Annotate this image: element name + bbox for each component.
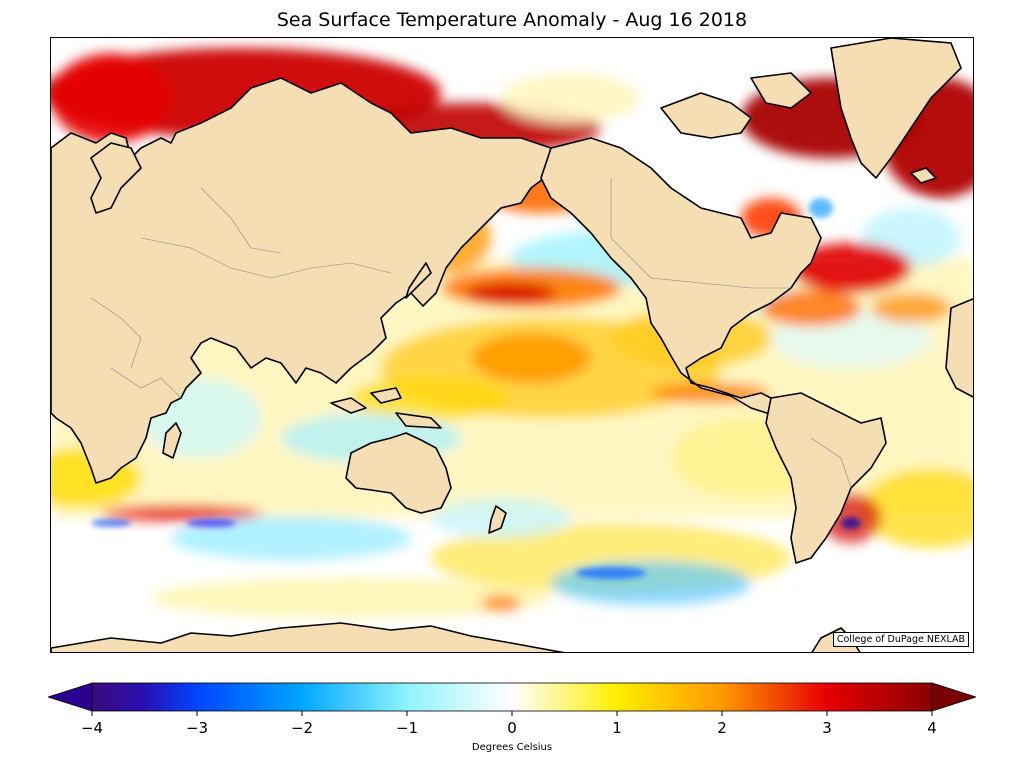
colorbar-gradient bbox=[91, 682, 933, 712]
antarctica-land bbox=[51, 622, 565, 652]
map-canvas bbox=[51, 38, 973, 652]
colorbar-tick-label: −1 bbox=[395, 719, 419, 737]
colorbar-ticks bbox=[91, 711, 933, 716]
iceland-land bbox=[910, 167, 937, 184]
colorbar-tick-label: 3 bbox=[822, 719, 832, 737]
scandinavia-land bbox=[90, 142, 142, 214]
indonesia-land bbox=[330, 387, 442, 429]
japan-land bbox=[405, 262, 432, 299]
colorbar-tick-label: 4 bbox=[927, 719, 937, 737]
colorbar-label: Degrees Celsius bbox=[471, 742, 553, 753]
colorbar bbox=[48, 682, 976, 716]
colorbar-tick-label: 2 bbox=[717, 719, 727, 737]
new-zealand-land bbox=[488, 505, 507, 534]
colorbar-tick-label: −2 bbox=[290, 719, 314, 737]
colorbar-tick-label: −3 bbox=[185, 719, 209, 737]
country-borders bbox=[90, 178, 852, 489]
south-america-land bbox=[765, 392, 887, 564]
colorbar-tick-label: −4 bbox=[80, 719, 104, 737]
map-title: Sea Surface Temperature Anomaly - Aug 16… bbox=[276, 9, 748, 31]
colorbar-tick-label: 1 bbox=[612, 719, 622, 737]
greenland-land bbox=[830, 38, 962, 179]
australia-land bbox=[345, 432, 452, 514]
colorbar-tick-label: 0 bbox=[507, 719, 517, 737]
madagascar-land bbox=[162, 422, 182, 459]
colorbar-extend-high bbox=[931, 682, 976, 712]
anomaly-map: College of DuPage NEXLAB bbox=[50, 37, 974, 653]
west-edge-land bbox=[945, 297, 973, 398]
colorbar-extend-low bbox=[48, 682, 93, 712]
arctic-islands-land bbox=[660, 72, 812, 139]
credit-label: College of DuPage NEXLAB bbox=[832, 632, 969, 647]
